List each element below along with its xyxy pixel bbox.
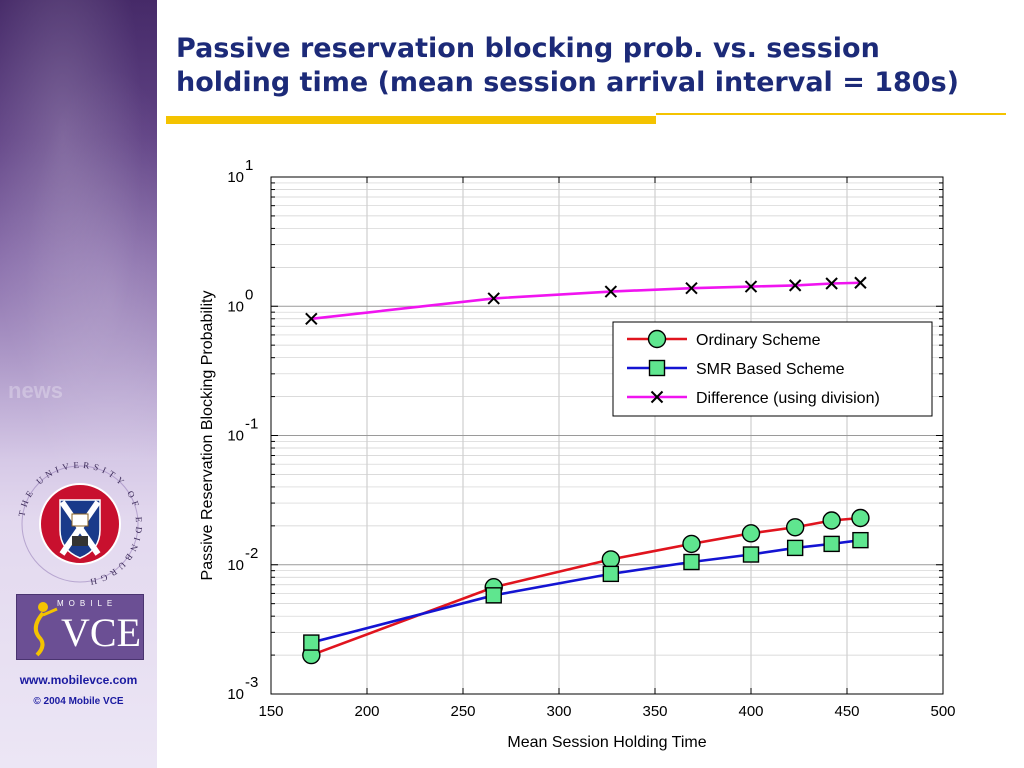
x-tick-label: 400 [738,703,763,720]
data-point-square [303,634,320,651]
university-crest-logo: THE UNIVERSITY OF EDINBURGH [16,460,140,588]
data-point-circle [822,511,841,530]
data-point-x-stroke [487,292,500,305]
data-point-x-stroke [744,280,758,293]
x-tick-label: 350 [642,703,667,720]
chart-axes: 150 200 250 300 350 400 450 50010-310-210-11001… [227,157,955,720]
legend-label: Difference (using division) [696,390,880,407]
data-point-x-stroke [650,390,664,404]
series-line [311,281,861,321]
series-1 [302,508,870,665]
figure-icon [33,602,58,657]
series-line [310,516,861,657]
mobile-vce-logo: MOBILE VCE [16,594,144,660]
data-point-circle [851,508,870,528]
data-point-x-stroke [854,276,867,289]
y-tick-exponent: 0 [245,286,253,303]
y-tick-label: 10 [227,686,244,703]
slide-title-line-1: Passive reservation blocking prob. vs. s… [176,33,880,64]
y-tick-label: 10 [227,298,244,315]
data-point-x [744,280,758,293]
data-point-x [650,390,664,404]
data-point-square [852,531,869,549]
data-point-x-stroke [604,285,618,298]
legend-label: Ordinary Scheme [696,332,821,349]
logo-vce-text: VCE [61,610,141,655]
data-point-circle [647,329,667,349]
blocking-probability-chart: 150 200 250 300 350 400 450 50010-310-210-11001… [199,157,956,751]
data-point-square [648,359,666,377]
data-point-circle [785,518,805,537]
y-tick-label: 10 [227,557,244,574]
y-axis-title: Passive Reservation Blocking Probability [199,291,216,581]
data-point-x-stroke [305,312,318,325]
website-link[interactable]: www.mobilevce.com [19,673,138,687]
y-tick-exponent: -1 [245,416,258,433]
data-point-x-stroke [825,277,838,290]
series-2 [303,531,869,651]
data-point-square [485,587,502,604]
legend-label: SMR Based Scheme [696,361,845,378]
logo-mobile-text: MOBILE [57,599,118,608]
x-tick-label: 150 [258,703,283,720]
data-point-circle [682,534,701,554]
slide-title: Passive reservation blocking prob. vs. s… [176,32,1016,100]
x-tick-label: 450 [834,703,859,720]
data-point-circle [741,524,761,543]
y-tick-exponent: 1 [245,157,253,174]
data-point-square [823,535,840,553]
data-point-x [685,281,698,295]
y-tick-label: 10 [227,428,244,445]
data-point-x [854,276,867,289]
data-point-x [788,279,802,292]
x-axis-title: Mean Session Holding Time [507,734,706,751]
data-point-x-stroke [685,281,698,295]
data-point-square [683,553,700,571]
chart-series [302,276,870,665]
x-tick-label: 250 [450,703,475,720]
y-tick-exponent: -2 [245,545,258,562]
data-point-x-stroke [788,279,802,292]
data-point-square [602,565,620,583]
y-tick-label: 10 [227,169,244,186]
data-point-x [305,312,318,325]
sidebar-background-image [0,0,157,460]
data-point-x [487,292,500,305]
x-tick-label: 300 [546,703,571,720]
x-tick-label: 200 [354,703,379,720]
x-tick-label: 500 [930,703,955,720]
data-point-x [825,277,838,290]
data-point-square [742,546,760,563]
series-3 [305,276,867,325]
data-point-square [786,539,804,557]
y-tick-exponent: -3 [245,674,258,691]
data-point-circle [601,550,621,569]
title-underline-thick [166,116,656,124]
chart-legend: Ordinary Scheme SMR Based Scheme Differenc… [612,321,933,417]
slide-title-line-2: holding time (mean session arrival inter… [176,67,959,98]
sidebar-watermark-text: news [8,378,64,403]
data-point-x [604,285,618,298]
series-line [310,538,861,644]
chart-grid [271,176,943,695]
title-underline-thin [656,113,1006,115]
copyright-text: © 2004 Mobile VCE [33,696,124,707]
legend-box [612,321,933,417]
